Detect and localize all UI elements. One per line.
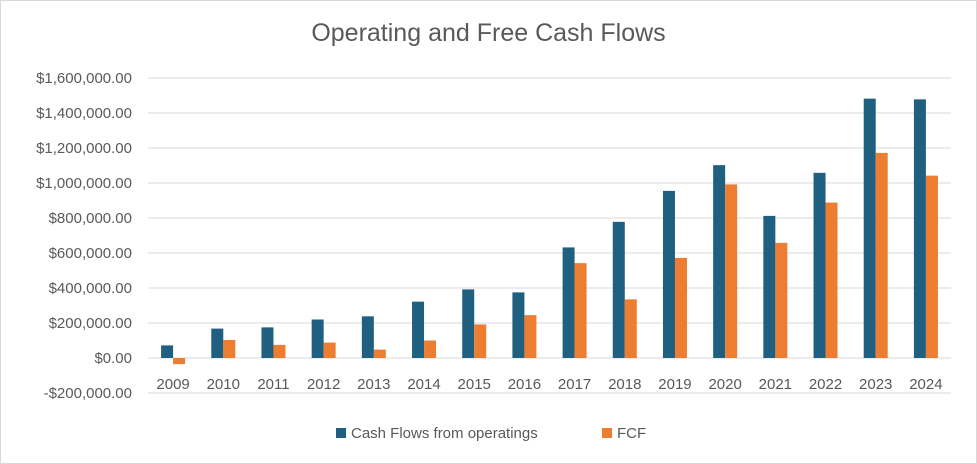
- legend-label: FCF: [617, 425, 646, 442]
- legend: Cash Flows from operatings FCF: [336, 425, 646, 442]
- bar-fcf-2017: [574, 263, 587, 358]
- y-tick-label: $1,200,000.00: [36, 140, 132, 157]
- bar-cash-flows-operations-2009: [161, 345, 174, 358]
- bar-fcf-2011: [273, 344, 286, 358]
- bar-cash-flows-operations-2014: [412, 301, 425, 358]
- bar-cash-flows-operations-2018: [612, 221, 625, 358]
- bar-fcf-2018: [624, 299, 637, 358]
- bar-fcf-2010: [223, 339, 236, 358]
- x-tick-label: 2015: [458, 376, 491, 393]
- bar-fcf-2012: [323, 342, 336, 358]
- x-tick-label: 2017: [558, 376, 591, 393]
- bar-fcf-2009: [173, 358, 186, 365]
- y-tick-label: $1,600,000.00: [36, 70, 132, 87]
- bar-cash-flows-operations-2021: [763, 215, 776, 358]
- y-tick-label: $200,000.00: [49, 315, 132, 332]
- x-axis-labels: 2009 2010 2011 2012 2013 2014 2015 2016 2017 2018…: [156, 376, 942, 393]
- bar-cash-flows-operations-2024: [913, 99, 926, 358]
- y-tick-label: $0.00: [94, 350, 132, 367]
- x-tick-label: 2020: [708, 376, 741, 393]
- bar-cash-flows-operations-2013: [361, 316, 374, 358]
- x-tick-label: 2022: [809, 376, 842, 393]
- x-tick-label: 2018: [608, 376, 641, 393]
- bar-fcf-2013: [373, 349, 386, 358]
- bars: [161, 98, 938, 365]
- x-tick-label: 2014: [407, 376, 440, 393]
- bar-fcf-2023: [875, 152, 888, 358]
- bar-cash-flows-operations-2023: [863, 98, 876, 359]
- x-tick-label: 2010: [207, 376, 240, 393]
- bar-fcf-2024: [925, 175, 938, 358]
- bar-fcf-2015: [474, 324, 487, 358]
- y-tick-label: $400,000.00: [49, 280, 132, 297]
- y-axis-labels: -$200,000.00 $0.00 $200,000.00 $400,000.00 $…: [36, 70, 132, 402]
- bar-fcf-2016: [524, 315, 537, 358]
- x-tick-label: 2016: [508, 376, 541, 393]
- bar-cash-flows-operations-2016: [512, 292, 525, 358]
- x-tick-label: 2012: [307, 376, 340, 393]
- bar-cash-flows-operations-2012: [311, 319, 324, 358]
- bar-fcf-2021: [775, 242, 788, 358]
- legend-swatch: [602, 428, 612, 438]
- chart-title: Operating and Free Cash Flows: [311, 19, 666, 47]
- bar-cash-flows-operations-2011: [261, 327, 274, 358]
- bar-cash-flows-operations-2017: [562, 247, 575, 358]
- x-tick-label: 2013: [357, 376, 390, 393]
- bar-cash-flows-operations-2022: [813, 172, 826, 358]
- bar-cash-flows-operations-2015: [462, 289, 475, 358]
- bar-fcf-2014: [424, 340, 437, 358]
- x-tick-label: 2021: [759, 376, 792, 393]
- x-tick-label: 2011: [257, 376, 289, 393]
- x-tick-label: 2009: [156, 376, 189, 393]
- bar-fcf-2019: [674, 257, 687, 358]
- y-tick-label: $800,000.00: [49, 210, 132, 227]
- x-tick-label: 2019: [658, 376, 691, 393]
- bar-cash-flows-operations-2019: [662, 190, 675, 358]
- x-tick-label: 2023: [859, 376, 892, 393]
- x-tick-label: 2024: [909, 376, 942, 393]
- bar-fcf-2020: [725, 184, 738, 358]
- y-tick-label: $1,000,000.00: [36, 175, 132, 192]
- legend-swatch: [336, 428, 346, 438]
- bar-cash-flows-operations-2020: [713, 165, 726, 358]
- bar-fcf-2022: [825, 202, 838, 358]
- legend-label: Cash Flows from operatings: [351, 425, 538, 442]
- y-tick-label: $600,000.00: [49, 245, 132, 262]
- bar-cash-flows-operations-2010: [211, 328, 224, 358]
- y-tick-label: $1,400,000.00: [36, 105, 132, 122]
- y-tick-label: -$200,000.00: [44, 385, 132, 402]
